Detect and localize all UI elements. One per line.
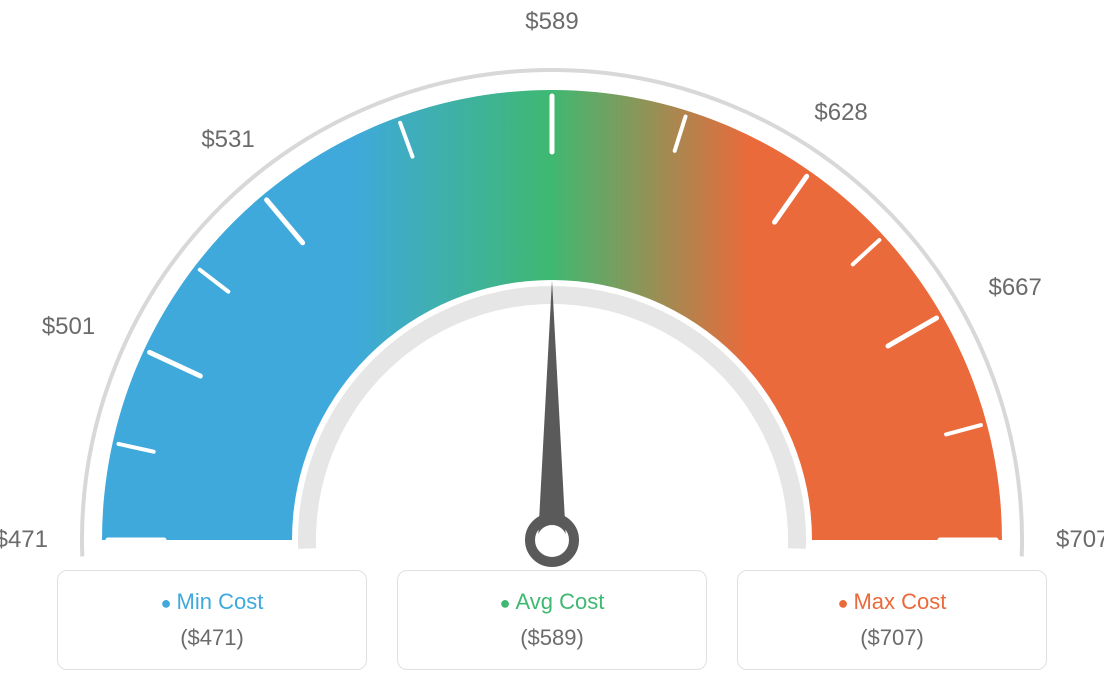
legend-value-max: ($707)	[738, 625, 1046, 651]
legend-item-avg: Avg Cost ($589)	[397, 570, 707, 670]
legend: Min Cost ($471) Avg Cost ($589) Max Cost…	[57, 570, 1047, 670]
legend-item-min: Min Cost ($471)	[57, 570, 367, 670]
legend-value-min: ($471)	[58, 625, 366, 651]
tick-label: $531	[201, 126, 254, 154]
legend-label-avg: Avg Cost	[398, 589, 706, 615]
legend-label-max: Max Cost	[738, 589, 1046, 615]
tick-label: $501	[42, 313, 95, 341]
legend-value-avg: ($589)	[398, 625, 706, 651]
tick-label: $471	[0, 526, 48, 554]
gauge-svg	[52, 40, 1052, 580]
gauge-chart: $471$501$531$589$628$667$707	[52, 40, 1052, 580]
legend-label-min: Min Cost	[58, 589, 366, 615]
tick-label: $589	[525, 8, 578, 36]
tick-label: $628	[814, 99, 867, 127]
tick-label: $707	[1056, 526, 1104, 554]
tick-label: $667	[988, 274, 1041, 302]
legend-item-max: Max Cost ($707)	[737, 570, 1047, 670]
